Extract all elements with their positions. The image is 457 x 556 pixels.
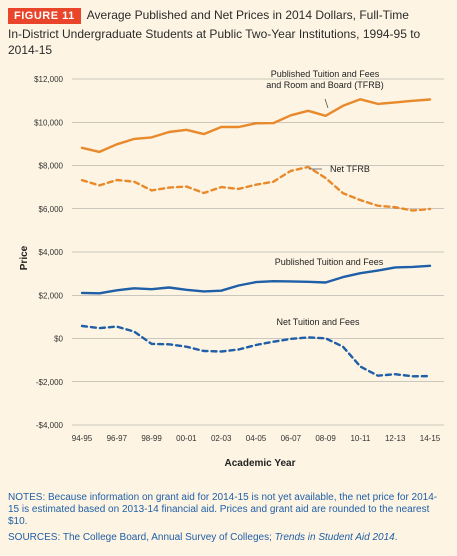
figure-header: FIGURE 11 Average Published and Net Price… (8, 6, 448, 58)
x-tick-label: 06-07 (281, 434, 302, 443)
sources-text: SOURCES: The College Board, Annual Surve… (8, 532, 448, 544)
series-label: and Room and Board (TFRB) (266, 80, 384, 90)
sources-suffix: . (394, 532, 398, 543)
notes-text: NOTES: Because information on grant aid … (8, 492, 438, 527)
x-tick-label: 08-09 (315, 434, 336, 443)
sources-italic: Trends in Student Aid 2014 (274, 532, 395, 543)
series-lines (80, 98, 432, 378)
x-tick-label: 00-01 (176, 434, 197, 443)
line-chart: -$4,000 -$2,000 $0 $2,000 $4,000 $6,000 $8,000… (19, 69, 444, 469)
x-tick-label: 98-99 (141, 434, 162, 443)
series-line-4 (80, 324, 432, 378)
series-label: Published Tuition and Fees (275, 257, 384, 267)
y-tick-label: $6,000 (39, 205, 64, 214)
y-tick-label: $10,000 (34, 118, 63, 127)
series-label: Net TFRB (330, 164, 370, 174)
series-label: Published Tuition and Fees (271, 69, 380, 79)
y-tick-label: $12,000 (34, 75, 63, 84)
x-tick-label: 04-05 (246, 434, 267, 443)
series-line-3 (80, 264, 432, 295)
x-tick-label: 12-13 (385, 434, 406, 443)
figure-title-line1: Average Published and Net Prices in 2014… (86, 8, 409, 22)
x-tick-label: 96-97 (107, 434, 128, 443)
y-tick-label: -$4,000 (36, 421, 64, 430)
y-tick-label: $8,000 (39, 162, 64, 171)
y-axis-tick-labels: -$4,000 -$2,000 $0 $2,000 $4,000 $6,000 $8,000… (34, 75, 63, 430)
gridlines (72, 78, 444, 426)
x-tick-label: 94-95 (72, 434, 93, 443)
series-line-2 (80, 165, 432, 212)
series-label: Net Tuition and Fees (276, 317, 360, 327)
x-tick-label: 14-15 (420, 434, 441, 443)
y-tick-label: $0 (54, 335, 63, 344)
x-axis-title: Academic Year (225, 458, 296, 469)
figure-badge: FIGURE 11 (8, 8, 81, 24)
series-line-1 (80, 98, 432, 154)
figure-title-line2: In-District Undergraduate Students at Pu… (8, 27, 421, 57)
y-tick-label: $4,000 (39, 248, 64, 257)
y-tick-label: -$2,000 (36, 378, 64, 387)
label-leader-line (324, 98, 329, 109)
x-axis-tick-labels: 94-95 96-97 98-99 00-01 02-03 04-05 06-07 08-09… (72, 434, 441, 443)
x-tick-label: 02-03 (211, 434, 232, 443)
y-axis-title: Price (19, 245, 30, 270)
sources-prefix: SOURCES: The College Board, Annual Surve… (8, 532, 275, 543)
x-tick-label: 10-11 (350, 434, 370, 443)
y-tick-label: $2,000 (39, 291, 64, 300)
